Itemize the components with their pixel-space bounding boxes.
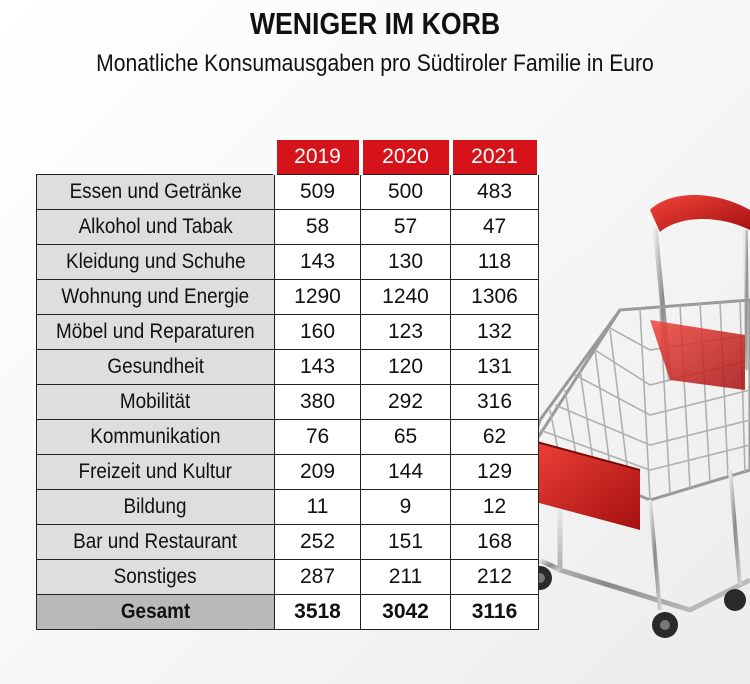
table-row: Bar und Restaurant 252 151 168 [36, 524, 539, 560]
value-cell: 252 [274, 524, 361, 560]
value-cell: 160 [274, 314, 361, 350]
row-label: Bildung [36, 489, 275, 525]
table-row: Wohnung und Energie 1290 1240 1306 [36, 279, 539, 315]
row-label: Gesundheit [36, 349, 275, 385]
row-label-text: Möbel und Reparaturen [56, 320, 255, 343]
value-cell: 120 [360, 349, 451, 385]
value-cell: 58 [274, 209, 361, 245]
table-row: Sonstiges 287 211 212 [36, 559, 539, 595]
value-cell: 143 [274, 349, 361, 385]
column-header-2021: 2021 [448, 140, 541, 175]
value-cell: 76 [274, 419, 361, 455]
row-label-text: Gesundheit [107, 355, 204, 378]
value-cell: 151 [360, 524, 451, 560]
spending-table: 2019 2020 2021 Essen und Getränke 509 500 4… [36, 140, 541, 630]
table-row: Alkohol und Tabak 58 57 47 [36, 209, 539, 245]
value-cell: 57 [360, 209, 451, 245]
row-label: Wohnung und Energie [36, 279, 275, 315]
column-header-2019: 2019 [272, 140, 363, 175]
value-cell: 123 [360, 314, 451, 350]
table-row: Bildung 11 9 12 [36, 489, 539, 525]
value-cell: 1240 [360, 279, 451, 315]
row-label-text: Essen und Getränke [69, 180, 242, 203]
row-label: Möbel und Reparaturen [36, 314, 275, 350]
total-label-text: Gesamt [120, 600, 191, 623]
value-cell: 292 [360, 384, 451, 420]
row-label-text: Alkohol und Tabak [78, 215, 233, 238]
table-row: Kleidung und Schuhe 143 130 118 [36, 244, 539, 280]
value-cell: 129 [450, 454, 539, 490]
value-cell: 131 [450, 349, 539, 385]
chart-subtitle: Monatliche Konsumausgaben pro Südtiroler… [96, 50, 654, 77]
value-cell: 380 [274, 384, 361, 420]
value-cell: 483 [450, 174, 539, 210]
value-cell: 132 [450, 314, 539, 350]
row-label-text: Bar und Restaurant [73, 530, 238, 553]
row-label: Bar und Restaurant [36, 524, 275, 560]
value-cell: 12 [450, 489, 539, 525]
value-cell: 130 [360, 244, 451, 280]
table-row: Essen und Getränke 509 500 483 [36, 174, 539, 210]
value-cell: 287 [274, 559, 361, 595]
table-row: Kommunikation 76 65 62 [36, 419, 539, 455]
row-label-text: Bildung [123, 495, 188, 518]
value-cell: 118 [450, 244, 539, 280]
row-label: Kommunikation [36, 419, 275, 455]
row-label-text: Kommunikation [90, 425, 221, 448]
table-row: Freizeit und Kultur 209 144 129 [36, 454, 539, 490]
total-row: Gesamt 3518 3042 3116 [36, 594, 539, 630]
shopping-cart-image [521, 195, 750, 638]
value-cell: 168 [450, 524, 539, 560]
row-label: Alkohol und Tabak [36, 209, 275, 245]
chart-title: WENIGER IM KORB [249, 6, 501, 41]
value-cell: 209 [274, 454, 361, 490]
value-cell: 212 [450, 559, 539, 595]
value-cell: 1290 [274, 279, 361, 315]
total-value-2021: 3116 [450, 594, 539, 630]
row-label: Essen und Getränke [36, 174, 275, 210]
row-label: Sonstiges [36, 559, 275, 595]
row-label-text: Wohnung und Energie [61, 285, 250, 308]
value-cell: 11 [274, 489, 361, 525]
table-row: Möbel und Reparaturen 160 123 132 [36, 314, 539, 350]
table-row: Gesundheit 143 120 131 [36, 349, 539, 385]
row-label-text: Sonstiges [113, 565, 197, 588]
value-cell: 144 [360, 454, 451, 490]
row-label-text: Freizeit und Kultur [78, 460, 233, 483]
row-label: Freizeit und Kultur [36, 454, 275, 490]
value-cell: 211 [360, 559, 451, 595]
total-label: Gesamt [36, 594, 275, 630]
value-cell: 47 [450, 209, 539, 245]
row-label: Mobilität [36, 384, 275, 420]
value-cell: 509 [274, 174, 361, 210]
value-cell: 62 [450, 419, 539, 455]
value-cell: 65 [360, 419, 451, 455]
total-value-2020: 3042 [360, 594, 451, 630]
row-label: Kleidung und Schuhe [36, 244, 275, 280]
value-cell: 1306 [450, 279, 539, 315]
value-cell: 500 [360, 174, 451, 210]
value-cell: 143 [274, 244, 361, 280]
value-cell: 316 [450, 384, 539, 420]
total-value-2019: 3518 [274, 594, 361, 630]
value-cell: 9 [360, 489, 451, 525]
row-label-text: Kleidung und Schuhe [65, 250, 246, 273]
row-label-text: Mobilität [120, 390, 191, 413]
year-header-row: 2019 2020 2021 [37, 140, 541, 175]
table-row: Mobilität 380 292 316 [36, 384, 539, 420]
corner-cell [37, 140, 275, 175]
column-header-2020: 2020 [358, 140, 453, 175]
